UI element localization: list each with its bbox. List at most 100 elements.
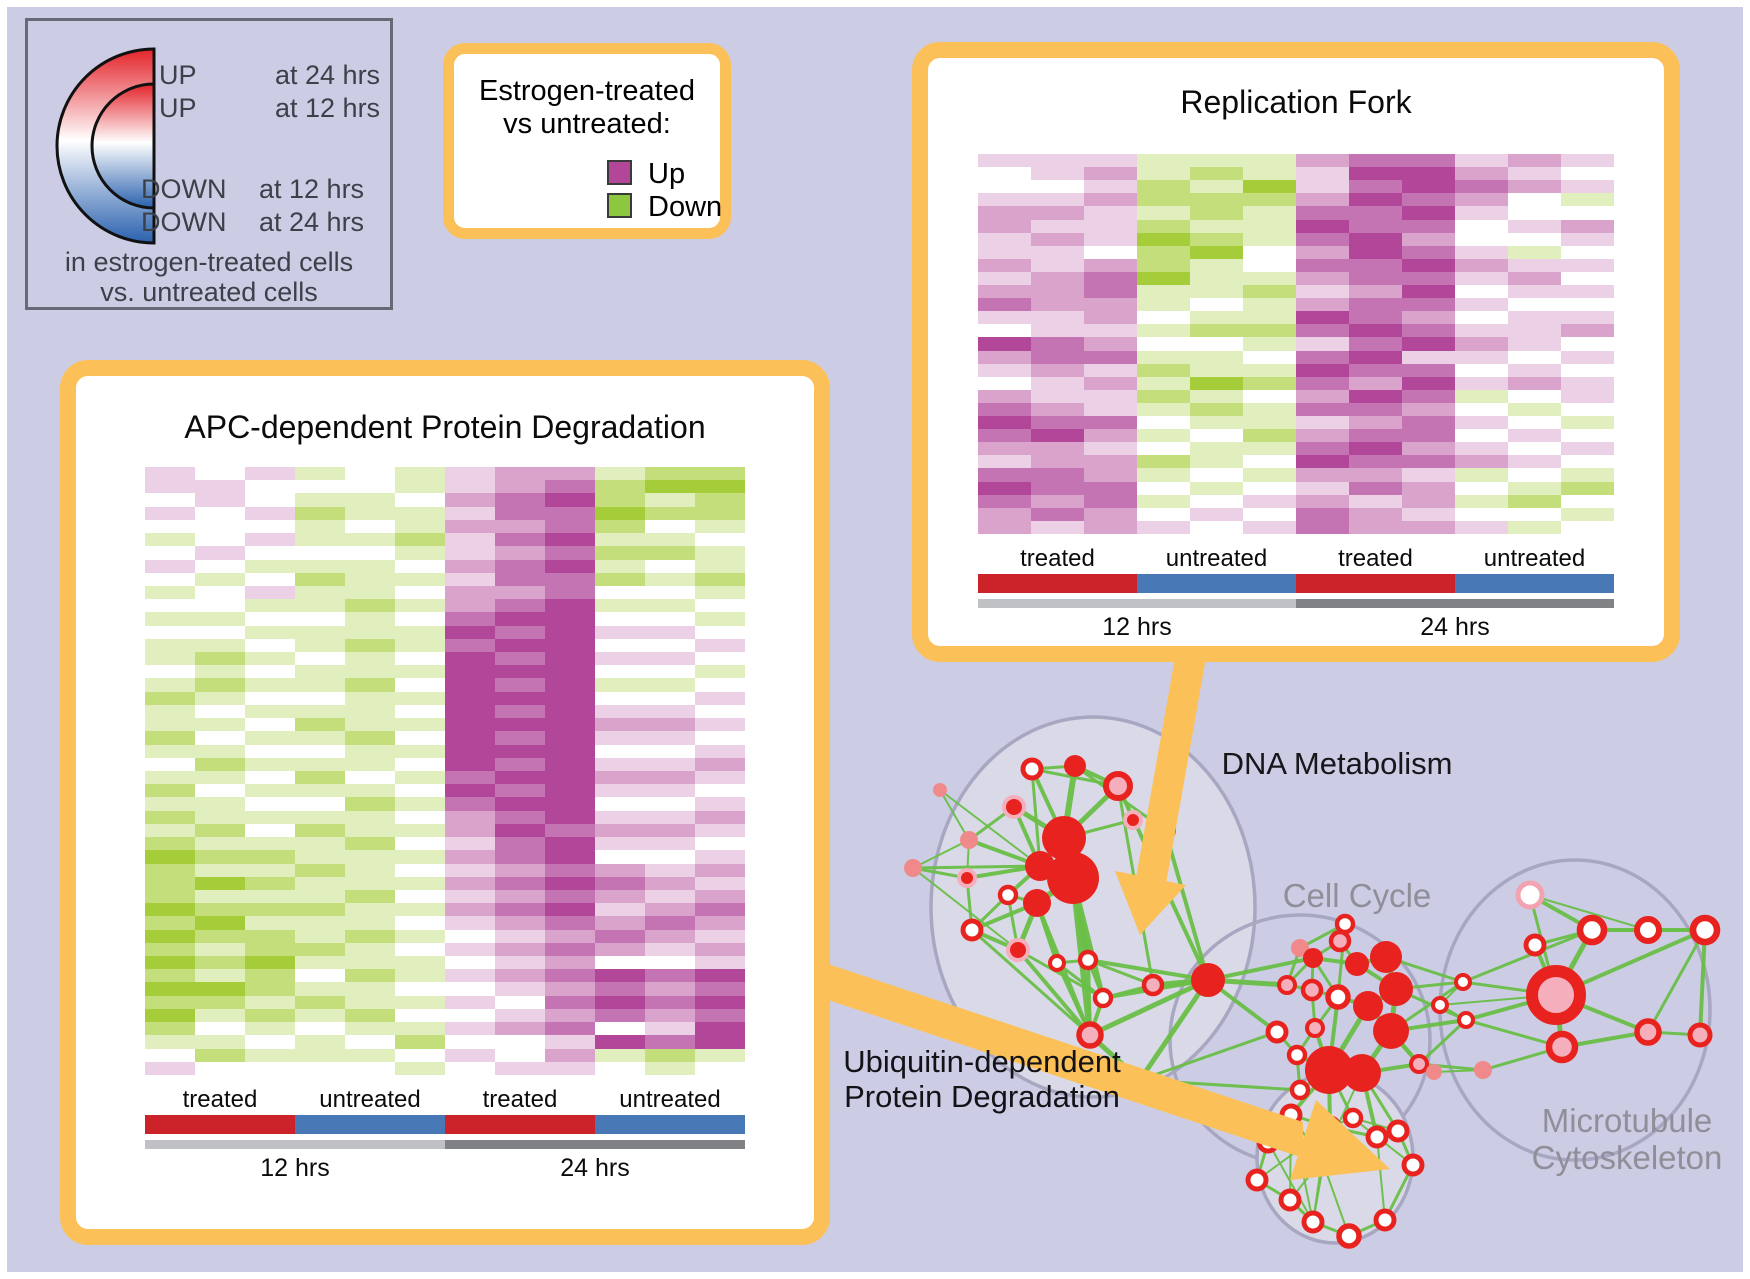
heatmap-cell <box>345 969 395 983</box>
heatmap-cell <box>1137 468 1190 482</box>
heatmap-cell <box>978 389 1031 403</box>
heatmap-cell <box>1243 416 1296 430</box>
heatmap-cell <box>1031 193 1084 207</box>
heatmap-cell <box>1455 402 1508 417</box>
network-edge <box>1088 977 1210 1038</box>
heatmap-cell <box>595 1061 645 1075</box>
heatmap-cell <box>445 810 495 824</box>
heatmap-cell <box>1031 429 1084 443</box>
heatmap-cell <box>595 704 645 719</box>
heatmap-cell <box>645 770 695 785</box>
heatmap-cell <box>645 691 695 705</box>
timepoint-bar-segment <box>145 1140 445 1149</box>
heatmap-cell <box>245 1048 295 1062</box>
network-node <box>1373 1013 1409 1049</box>
heatmap-cell <box>1190 193 1243 207</box>
heatmap-cell <box>1137 154 1190 168</box>
heatmap-cell <box>1084 206 1137 220</box>
network-node <box>1336 1223 1362 1249</box>
heatmap-cell <box>195 929 245 943</box>
heatmap-cell <box>245 903 295 917</box>
legend-time: at 12 hrs <box>259 174 365 204</box>
heatmap-cell <box>1508 285 1561 299</box>
heatmap-cell <box>1243 232 1296 246</box>
heatmap-cell <box>1508 219 1561 233</box>
heatmap-cell <box>295 770 345 785</box>
heatmap-cell <box>1137 455 1190 469</box>
heatmap-cell <box>445 863 495 877</box>
heatmap-cell <box>245 995 295 1009</box>
heatmap-cell <box>395 837 445 851</box>
heatmap-cell <box>1402 298 1455 312</box>
heatmap-cell <box>1296 219 1349 233</box>
heatmap-cell <box>1084 520 1137 534</box>
heatmap-cell <box>1190 455 1243 469</box>
timepoint-bar <box>145 1140 745 1149</box>
heatmap-cell <box>445 1061 495 1075</box>
heatmap-cell <box>395 572 445 586</box>
network-node <box>1042 816 1086 860</box>
heatmap-cell <box>1455 206 1508 220</box>
heatmap-cell <box>145 718 195 732</box>
heatmap-cell <box>195 585 245 600</box>
network-node <box>1328 929 1352 953</box>
heatmap-cell <box>495 929 545 943</box>
heatmap-cell <box>445 850 495 864</box>
heatmap-cell <box>295 704 345 719</box>
heatmap-cell <box>1349 298 1402 312</box>
heatmap-cell <box>545 956 595 970</box>
heatmap-cell <box>195 837 245 851</box>
group-label: untreated <box>1483 545 1586 572</box>
heatmap-cell <box>645 1048 695 1062</box>
heatmap-cell <box>1349 219 1402 233</box>
heatmap-cell <box>695 691 745 705</box>
heatmap-cell <box>245 770 295 785</box>
heatmap-cell <box>695 665 745 679</box>
network-node <box>1634 1018 1662 1046</box>
heatmap-cell <box>1137 389 1190 403</box>
heatmap-cell <box>495 889 545 904</box>
heatmap-cell <box>345 863 395 877</box>
heatmap-cell <box>195 797 245 811</box>
heatmap-cell <box>195 903 245 917</box>
heatmap-cell <box>495 625 545 639</box>
heatmap-cell <box>695 1022 745 1036</box>
treatment-bar-segment <box>1137 574 1296 593</box>
heatmap-cell <box>195 995 245 1009</box>
network-node <box>1245 1168 1269 1192</box>
heatmap-cell <box>595 691 645 705</box>
updown-color-key: Estrogen-treated vs untreated: Up Down <box>443 43 731 239</box>
heatmap-cell <box>1243 154 1296 168</box>
network-node <box>1277 975 1297 995</box>
heatmap-cell <box>978 258 1031 272</box>
heatmap-cell <box>1137 245 1190 259</box>
legend-note-line2: vs. untreated cells <box>100 277 318 307</box>
heatmap-cell <box>1243 193 1296 207</box>
heatmap-cell <box>595 678 645 692</box>
heatmap-cell <box>695 704 745 719</box>
network-node <box>1365 1125 1389 1149</box>
heatmap-cell <box>1031 402 1084 417</box>
heatmap-cell <box>195 744 245 758</box>
heatmap-cell <box>978 429 1031 443</box>
heatmap-cell <box>1031 507 1084 521</box>
heatmap-cell <box>645 1008 695 1023</box>
heatmap-cell <box>1349 337 1402 351</box>
heatmap-cell <box>1508 376 1561 390</box>
heatmap-cell <box>295 810 345 824</box>
heatmap-cell <box>1031 206 1084 220</box>
heatmap-cell <box>145 995 195 1009</box>
heatmap-cell <box>1137 507 1190 521</box>
heatmap-cell <box>295 823 345 838</box>
heatmap-cell <box>145 1048 195 1062</box>
heatmap-cell <box>145 731 195 745</box>
heatmap-cell <box>495 572 545 586</box>
heatmap-cell <box>195 506 245 520</box>
heatmap-cell <box>495 784 545 798</box>
heatmap-cell <box>695 625 745 639</box>
heatmap-cell <box>1296 193 1349 207</box>
heatmap-cell <box>1455 363 1508 377</box>
heatmap-cell <box>295 691 345 705</box>
heatmap-cell <box>645 929 695 943</box>
heatmap-cell <box>1402 324 1455 338</box>
